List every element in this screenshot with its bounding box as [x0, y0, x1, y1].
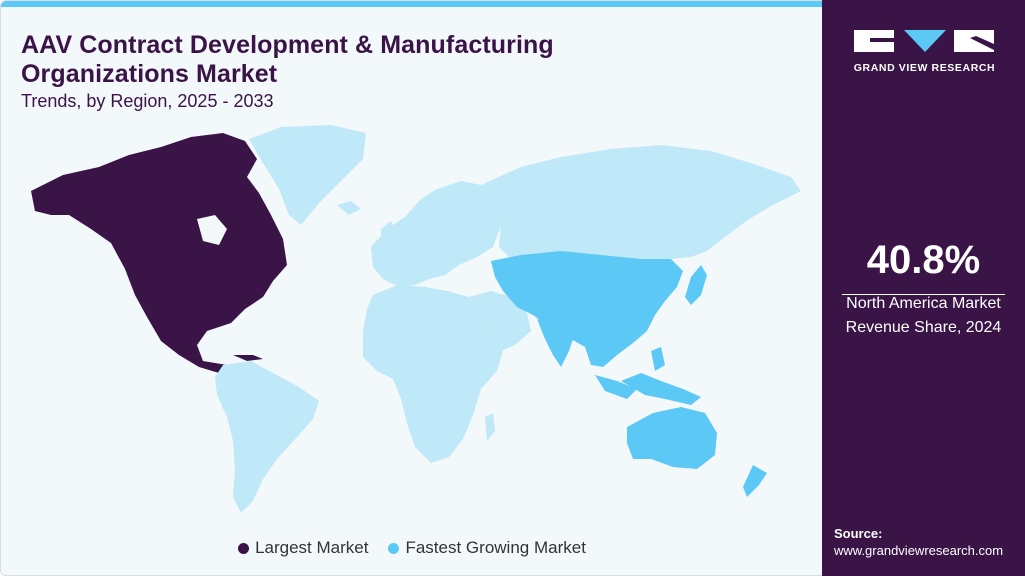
legend-label-fastest: Fastest Growing Market: [405, 538, 586, 557]
brand-name: GRAND VIEW RESEARCH: [853, 62, 996, 74]
accent-bar: [1, 1, 823, 7]
page-title: AAV Contract Development & Manufacturing…: [21, 31, 554, 88]
source-label: Source:: [834, 526, 883, 541]
region-philippines: [651, 347, 665, 371]
region-new-zealand: [743, 465, 767, 497]
region-australia: [627, 407, 717, 469]
region-north-america: [31, 133, 287, 373]
region-greenland: [249, 125, 366, 225]
stat-label: North America Market Revenue Share, 2024: [822, 292, 1025, 340]
legend-dot-largest: [238, 542, 250, 554]
gvr-logo-mark: [854, 30, 994, 52]
hudson-bay: [197, 215, 227, 245]
region-india: [537, 319, 575, 367]
page-subtitle: Trends, by Region, 2025 - 2033: [21, 91, 274, 111]
logo-cut-g: [870, 38, 894, 42]
brand-logo: GRAND VIEW RESEARCH: [852, 28, 997, 74]
source-url: www.grandviewresearch.com: [834, 543, 1004, 558]
region-asia-pacific: [491, 251, 683, 367]
region-south-america: [215, 361, 319, 513]
legend: Largest Market Fastest Growing Market: [1, 538, 823, 558]
region-caribbean: [233, 355, 263, 361]
legend-item-fastest: Fastest Growing Market: [388, 538, 586, 558]
logo-block-r: [954, 30, 994, 52]
stat-label-line2: Revenue Share, 2024: [845, 319, 1002, 336]
stat-label-line1: North America Market: [846, 295, 1001, 312]
world-map: [31, 125, 801, 513]
logo-cut-r: [970, 36, 994, 50]
region-africa: [363, 285, 503, 463]
region-iceland: [337, 201, 361, 215]
region-middle-east: [469, 291, 531, 351]
sidebar: GRAND VIEW RESEARCH 40.8% North America …: [822, 0, 1025, 576]
region-madagascar: [485, 413, 495, 441]
region-indonesia: [621, 373, 701, 405]
stat-divider: [842, 294, 1005, 295]
logo-block-v: [904, 30, 946, 52]
region-uk: [381, 221, 397, 247]
region-sea-islands: [595, 375, 637, 399]
legend-item-largest: Largest Market: [238, 538, 368, 558]
region-russia: [481, 145, 801, 259]
region-europe: [371, 181, 501, 287]
stat-value: 40.8%: [866, 238, 981, 282]
region-japan: [685, 265, 707, 305]
legend-dot-fastest: [388, 542, 400, 554]
legend-label-largest: Largest Market: [255, 538, 369, 557]
